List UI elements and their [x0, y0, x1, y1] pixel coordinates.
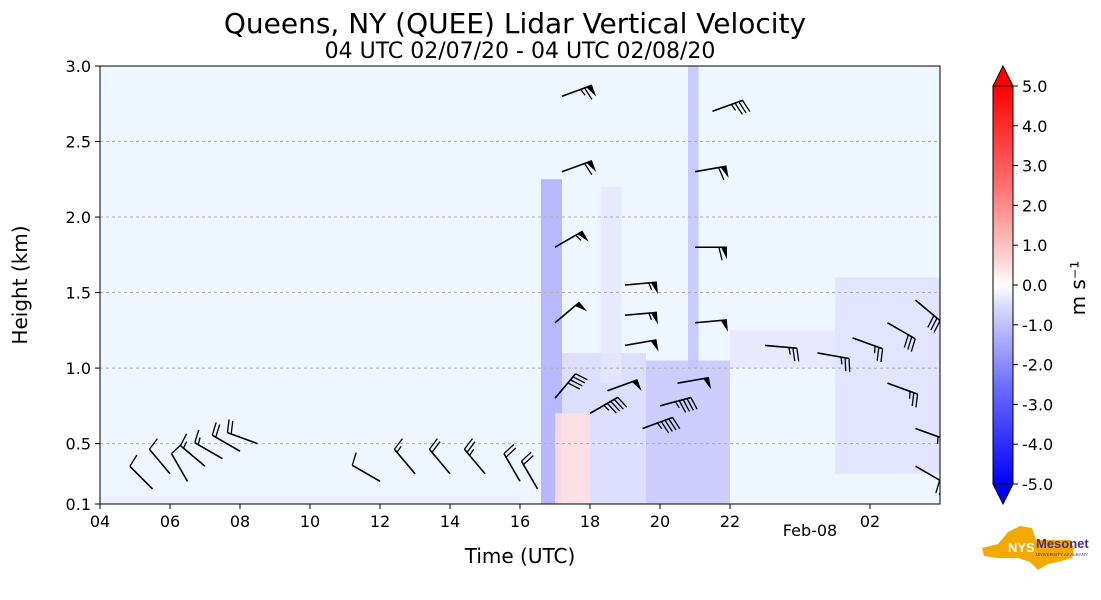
wind-barb	[561, 84, 597, 100]
wind-barb	[624, 311, 658, 325]
colorbar-tick-label: -2.0	[1022, 356, 1053, 375]
wind-barb	[642, 416, 681, 434]
x-tick-label: 14	[440, 512, 460, 531]
colorbar-gradient	[992, 85, 1014, 485]
wind-barb	[712, 99, 751, 115]
wind-barb	[179, 433, 206, 467]
wind-barb	[463, 438, 486, 475]
wind-barb	[148, 438, 171, 475]
wind-barb	[677, 376, 712, 390]
wind-barb	[607, 379, 642, 392]
colorbar-tick-label: -5.0	[1022, 475, 1053, 494]
y-tick-label: 1.5	[66, 284, 91, 303]
y-axis-label: Height (km)	[8, 225, 32, 344]
x-tick-label: 06	[160, 512, 180, 531]
logo-tagline: UNIVERSITY AT ALBANY	[1036, 552, 1088, 557]
colorbar-extend-max	[992, 64, 1014, 87]
wind-barb	[351, 452, 381, 483]
wind-barb	[194, 429, 223, 460]
velocity-region-0	[100, 496, 520, 504]
colorbar-tick-label: 5.0	[1022, 77, 1047, 96]
colorbar: 5.0 4.0 3.0 2.0 1.0 0.0 -1.0 -2.0 -3.0 -4.0 -5.0 m…	[992, 64, 1090, 506]
wind-barb	[915, 427, 940, 452]
x-date-label: Feb-08	[783, 521, 837, 540]
wind-barb	[624, 281, 658, 295]
wind-barb	[659, 396, 698, 413]
colorbar-tick-label: -1.0	[1022, 316, 1053, 335]
wind-barb	[589, 396, 628, 415]
velocity-region-8	[835, 277, 940, 474]
x-tick-label: 18	[580, 512, 600, 531]
wind-barb	[561, 160, 597, 176]
wind-barb	[554, 373, 588, 399]
wind-barb	[554, 301, 588, 324]
plot-background	[100, 66, 940, 504]
wind-barb	[694, 165, 729, 181]
velocity-region-5	[646, 360, 730, 504]
wind-barb	[914, 299, 940, 333]
wind-barb	[520, 451, 539, 490]
x-tick-label: 16	[510, 512, 530, 531]
y-tick-label: 2.0	[66, 208, 91, 227]
x-tick-label: 22	[720, 512, 740, 531]
wind-barb	[887, 322, 916, 352]
x-tick-label: 04	[90, 512, 110, 531]
nys-mesonet-logo: NYS Mesonet UNIVERSITY AT ALBANY	[982, 526, 1089, 570]
x-tick-label: 20	[650, 512, 670, 531]
velocity-region-6	[688, 66, 699, 369]
wind-barb	[852, 337, 884, 363]
chart-title: Queens, NY (QUEE) Lidar Vertical Velocit…	[224, 7, 806, 40]
wind-barb	[170, 444, 189, 482]
logo-brand: NYS	[1008, 540, 1035, 555]
colorbar-label: m s⁻¹	[1066, 261, 1090, 316]
y-tick-label: 0.1	[66, 495, 91, 514]
wind-barb	[393, 438, 416, 475]
y-tick-label: 2.5	[66, 133, 91, 152]
colorbar-tick-label: 1.0	[1022, 236, 1047, 255]
colorbar-tick-label: 2.0	[1022, 196, 1047, 215]
x-tick-label: 12	[370, 512, 390, 531]
velocity-region-4	[555, 413, 590, 504]
wind-barb	[226, 419, 258, 445]
colorbar-tick-label: 3.0	[1022, 157, 1047, 176]
colorbar-tick-label: 0.0	[1022, 276, 1047, 295]
colorbar-tick-label: -3.0	[1022, 395, 1053, 414]
y-tick-label: 1.0	[66, 359, 91, 378]
logo-name: Mesonet	[1036, 536, 1089, 551]
x-axis-label: Time (UTC)	[464, 544, 576, 568]
velocity-region-7	[730, 330, 835, 369]
wind-barb	[428, 438, 451, 475]
y-tick-label: 0.5	[66, 435, 91, 454]
wind-barb	[624, 339, 659, 352]
chart-subtitle: 04 UTC 02/07/20 - 04 UTC 02/08/20	[325, 39, 716, 64]
wind-barb	[503, 444, 521, 482]
wind-barb	[694, 319, 728, 332]
ny-state-shape-icon	[982, 526, 1074, 570]
wind-barb	[887, 382, 919, 408]
wind-barb	[695, 246, 727, 261]
wind-barb	[211, 422, 241, 452]
x-tick-label: 10	[300, 512, 320, 531]
colorbar-tick-label: -4.0	[1022, 435, 1053, 454]
x-tick-label: 08	[230, 512, 250, 531]
wind-barb	[817, 352, 851, 372]
wind-barb	[129, 454, 154, 490]
y-tick-label: 3.0	[66, 57, 91, 76]
wind-barb	[764, 344, 800, 362]
wind-barb	[554, 230, 589, 248]
colorbar-tick-label: 4.0	[1022, 117, 1047, 136]
x-tick-label: 02	[860, 512, 880, 531]
colorbar-extend-min	[992, 483, 1014, 506]
velocity-region-3	[600, 186, 622, 384]
